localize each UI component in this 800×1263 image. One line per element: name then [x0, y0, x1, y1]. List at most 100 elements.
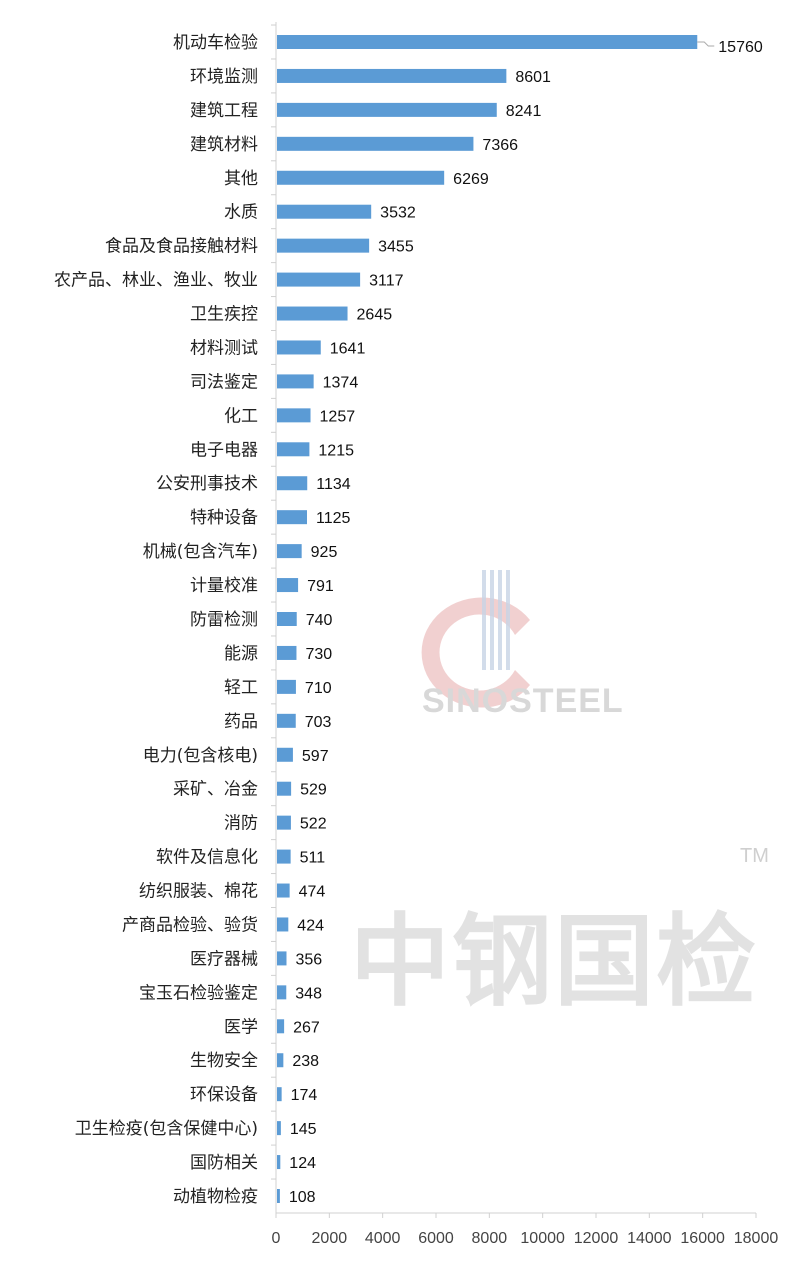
bar — [277, 408, 311, 423]
data-label: 511 — [300, 850, 326, 867]
bar — [277, 510, 307, 525]
category-label: 纺织服装、棉花 — [139, 882, 258, 902]
bar — [277, 1087, 282, 1102]
data-label: 474 — [299, 884, 326, 901]
data-label: 3532 — [380, 205, 416, 222]
bar — [277, 204, 372, 219]
bar — [277, 68, 507, 83]
x-tick-label: 4000 — [365, 1230, 401, 1247]
bar — [277, 1189, 280, 1203]
bar — [277, 849, 291, 864]
bar — [277, 1121, 281, 1136]
category-label: 防雷检测 — [190, 610, 258, 630]
data-label: 597 — [302, 748, 329, 765]
category-label: 医学 — [224, 1017, 258, 1037]
data-label: 791 — [307, 578, 334, 595]
bar — [277, 679, 296, 694]
data-label: 7366 — [482, 137, 518, 154]
category-label: 卫生检疫(包含保健中心) — [75, 1119, 258, 1139]
bar — [277, 340, 321, 355]
category-label: 公安刑事技术 — [156, 474, 258, 494]
data-label: 174 — [291, 1087, 318, 1104]
bar — [277, 442, 310, 457]
bar — [277, 238, 370, 253]
data-label: 1641 — [330, 340, 366, 357]
data-label: 356 — [295, 951, 322, 968]
category-label: 生物安全 — [190, 1051, 258, 1071]
data-label: 2645 — [357, 307, 393, 324]
data-label: 145 — [290, 1121, 317, 1138]
data-label: 710 — [305, 680, 332, 697]
category-label: 药品 — [224, 712, 258, 732]
x-tick-label: 16000 — [680, 1230, 725, 1247]
x-tick-label: 0 — [272, 1230, 281, 1247]
data-label: 925 — [311, 544, 338, 561]
bar — [277, 747, 293, 762]
bar — [277, 815, 291, 830]
category-label: 其他 — [224, 169, 258, 189]
bar — [277, 781, 292, 796]
bar — [277, 612, 297, 626]
data-label: 703 — [305, 714, 332, 731]
category-label: 农产品、林业、渔业、牧业 — [54, 271, 258, 291]
data-label: 3455 — [378, 239, 414, 256]
data-label: 1215 — [318, 442, 354, 459]
bar — [277, 272, 361, 287]
category-label: 机动车检验 — [173, 33, 258, 53]
data-label: 8601 — [515, 69, 551, 86]
bar — [277, 713, 296, 728]
bar — [277, 136, 474, 151]
data-label: 8241 — [506, 103, 542, 120]
data-label: 424 — [297, 917, 324, 934]
bar — [277, 1155, 281, 1170]
bar — [277, 170, 445, 185]
bar — [277, 35, 698, 49]
category-label: 能源 — [224, 644, 258, 664]
category-label: 轻工 — [224, 678, 258, 698]
data-label: 15760 — [718, 39, 763, 56]
category-label: 计量校准 — [190, 576, 258, 596]
bar — [277, 645, 297, 660]
category-label: 建筑工程 — [190, 101, 258, 121]
data-label: 529 — [300, 782, 327, 799]
category-label: 特种设备 — [190, 508, 258, 528]
x-tick-label: 8000 — [472, 1230, 508, 1247]
category-label: 环保设备 — [190, 1085, 258, 1105]
bar — [277, 476, 308, 491]
data-label: 3117 — [369, 273, 404, 290]
x-tick-label: 2000 — [312, 1230, 348, 1247]
bar — [277, 883, 290, 898]
category-label: 软件及信息化 — [156, 848, 258, 868]
data-label: 6269 — [453, 171, 489, 188]
data-label: 522 — [300, 816, 327, 833]
x-tick-label: 12000 — [574, 1230, 619, 1247]
data-label: 1134 — [316, 476, 351, 493]
category-label: 材料测试 — [190, 338, 258, 358]
category-label: 产商品检验、验货 — [122, 915, 258, 935]
bar — [277, 985, 287, 1000]
category-label: 国防相关 — [190, 1153, 258, 1173]
category-label: 食品及食品接触材料 — [105, 237, 258, 257]
bar — [277, 951, 287, 966]
data-label: 1374 — [323, 374, 359, 391]
category-label: 卫生疾控 — [190, 305, 258, 325]
category-label: 环境监测 — [190, 67, 258, 87]
bar — [277, 544, 302, 559]
data-label: 238 — [292, 1053, 319, 1070]
category-label: 水质 — [224, 203, 258, 223]
category-label: 电子电器 — [190, 440, 258, 460]
data-label: 1257 — [320, 408, 356, 425]
category-label: 宝玉石检验鉴定 — [139, 983, 258, 1003]
category-label: 化工 — [224, 406, 258, 426]
data-label: 267 — [293, 1019, 320, 1036]
category-label: 消防 — [224, 814, 258, 834]
bar — [277, 1053, 284, 1068]
category-label: 司法鉴定 — [190, 372, 258, 392]
category-label: 医疗器械 — [190, 949, 258, 969]
data-label: 108 — [289, 1189, 316, 1206]
bar — [277, 306, 348, 321]
x-tick-label: 10000 — [520, 1230, 565, 1247]
category-label: 建筑材料 — [190, 135, 258, 155]
data-label: 1125 — [316, 510, 351, 527]
